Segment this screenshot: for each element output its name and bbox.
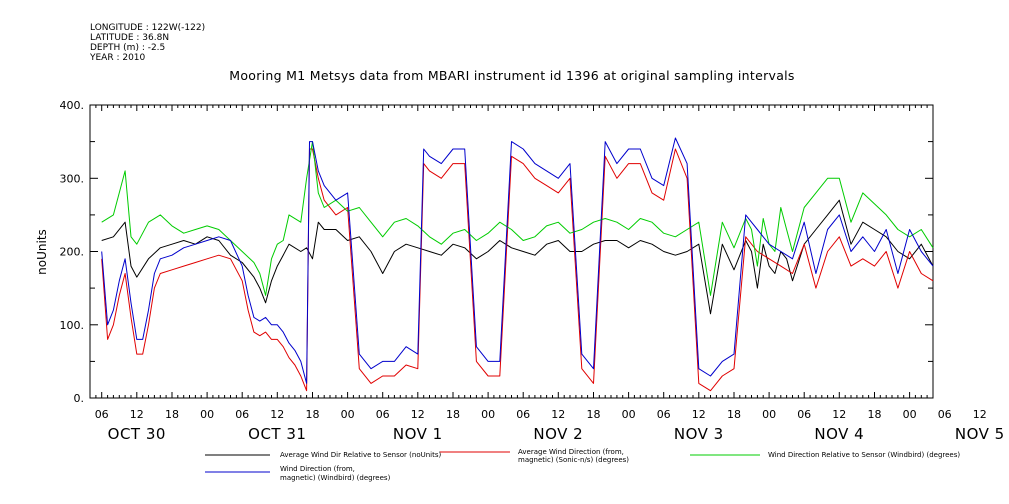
x-hour-label: 12 xyxy=(973,408,987,421)
x-hour-label: 00 xyxy=(200,408,214,421)
x-hour-label: 12 xyxy=(832,408,846,421)
x-hour-label: 06 xyxy=(95,408,109,421)
y-tick-label: 200. xyxy=(60,246,85,259)
legend: Average Wind Dir Relative to Sensor (noU… xyxy=(205,448,960,482)
x-hour-label: 18 xyxy=(587,408,601,421)
x-day-label: OCT 30 xyxy=(108,425,166,443)
legend-label: magnetic) (Windbird) (degrees) xyxy=(280,474,391,482)
y-tick-label: 100. xyxy=(60,319,85,332)
series-lines xyxy=(101,137,934,392)
x-day-label: OCT 31 xyxy=(248,425,306,443)
y-tick-labels: 0. 100. 200. 300. 400. xyxy=(60,99,85,405)
depth-text: DEPTH (m) : -2.5 xyxy=(90,43,165,53)
longitude-text: LONGITUDE : 122W(-122) xyxy=(90,23,205,33)
y-tick-label: 300. xyxy=(60,172,85,185)
legend-label: Wind Direction Relative to Sensor (Windb… xyxy=(768,451,960,459)
legend-label: Average Wind Direction (from, xyxy=(518,448,624,456)
chart-title: Mooring M1 Metsys data from MBARI instru… xyxy=(229,68,795,83)
year-text: YEAR : 2010 xyxy=(89,53,146,63)
x-hour-labels: 06 12 18 00 06 12 18 00 06 12 18 00 06 12 18 00 06 12 18 00… xyxy=(95,408,1009,421)
x-hour-label: 12 xyxy=(551,408,565,421)
x-day-label: NOV 5 xyxy=(955,425,1005,443)
series-line-2 xyxy=(101,148,934,392)
legend-label: Average Wind Dir Relative to Sensor (noU… xyxy=(280,451,441,459)
y-axis-label: noUnits xyxy=(35,229,49,275)
x-hour-label: 12 xyxy=(411,408,425,421)
x-day-label: NOV 1 xyxy=(393,425,443,443)
x-day-label: NOV 4 xyxy=(814,425,864,443)
x-hour-label: 18 xyxy=(306,408,320,421)
x-hour-label: 00 xyxy=(481,408,495,421)
x-hour-label: 06 xyxy=(797,408,811,421)
x-hour-label: 18 xyxy=(727,408,741,421)
x-hour-label: 00 xyxy=(903,408,917,421)
x-day-label: NOV 2 xyxy=(533,425,583,443)
x-hour-label: 06 xyxy=(235,408,249,421)
x-hour-label: 06 xyxy=(516,408,530,421)
legend-label: magnetic) (Sonic-n/s) (degrees) xyxy=(518,456,629,464)
x-day-label: NOV 3 xyxy=(674,425,724,443)
x-hour-label: 18 xyxy=(868,408,882,421)
x-hour-label: 06 xyxy=(376,408,390,421)
x-hour-label: 00 xyxy=(622,408,636,421)
axis-ticks xyxy=(89,104,934,399)
x-hour-label: 18 xyxy=(446,408,460,421)
y-tick-label: 400. xyxy=(60,99,85,112)
series-line-1 xyxy=(101,199,934,315)
x-hour-label: 18 xyxy=(165,408,179,421)
x-hour-label: 00 xyxy=(341,408,355,421)
x-day-labels: OCT 30 OCT 31 NOV 1 NOV 2 NOV 3 NOV 4 NOV 5 xyxy=(108,425,1005,443)
x-hour-label: 06 xyxy=(938,408,952,421)
x-hour-label: 12 xyxy=(692,408,706,421)
x-hour-label: 12 xyxy=(270,408,284,421)
x-hour-label: 00 xyxy=(762,408,776,421)
x-hour-label: 12 xyxy=(130,408,144,421)
series-line-4 xyxy=(101,137,934,384)
x-hour-label: 06 xyxy=(657,408,671,421)
latitude-text: LATITUDE : 36.8N xyxy=(90,33,169,43)
y-tick-label: 0. xyxy=(74,392,85,405)
series-line-3 xyxy=(101,141,934,296)
legend-label: Wind Direction (from, xyxy=(280,465,355,473)
